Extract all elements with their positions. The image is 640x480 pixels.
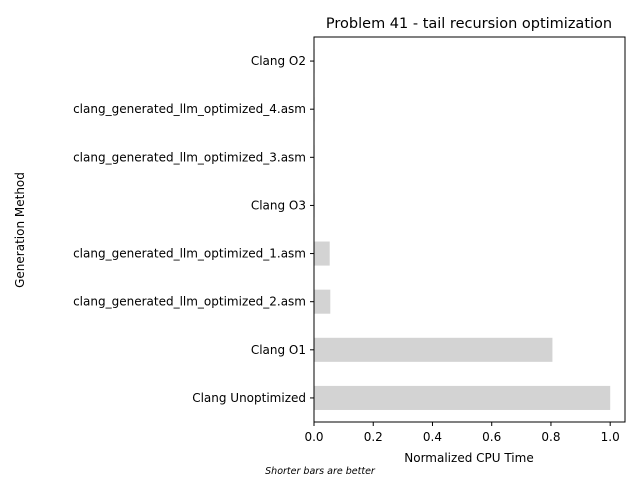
y-axis-label: Generation Method [13, 172, 27, 288]
x-axis-label: Normalized CPU Time [404, 451, 533, 465]
footnote: Shorter bars are better [265, 466, 375, 477]
axes: Clang O2 clang_generated_llm_optimized_4.… [73, 36, 626, 444]
y-tick-label: Clang O2 [251, 54, 306, 68]
bars-layer [314, 49, 611, 410]
bar [314, 337, 553, 362]
x-tick-label: 0.6 [482, 430, 501, 444]
y-tick-label: clang_generated_llm_optimized_2.asm [73, 295, 306, 309]
x-tick-label: 0.2 [364, 430, 383, 444]
x-tick-label: 1.0 [601, 430, 620, 444]
bar [314, 289, 331, 314]
y-tick-label: Clang O1 [251, 343, 306, 357]
bar [314, 241, 330, 266]
y-tick-label: clang_generated_llm_optimized_1.asm [73, 247, 306, 261]
y-tick-label: Clang Unoptimized [192, 391, 306, 405]
bar [314, 385, 611, 410]
x-tick-label: 0.0 [304, 430, 323, 444]
y-tick-label: clang_generated_llm_optimized_4.asm [73, 102, 306, 116]
chart-title: Problem 41 - tail recursion optimization [326, 16, 612, 32]
x-tick-label: 0.8 [541, 430, 560, 444]
x-tick-label: 0.4 [423, 430, 442, 444]
y-tick-label: Clang O3 [251, 198, 306, 212]
plot-frame [313, 36, 626, 423]
y-tick-label: clang_generated_llm_optimized_3.asm [73, 150, 306, 164]
